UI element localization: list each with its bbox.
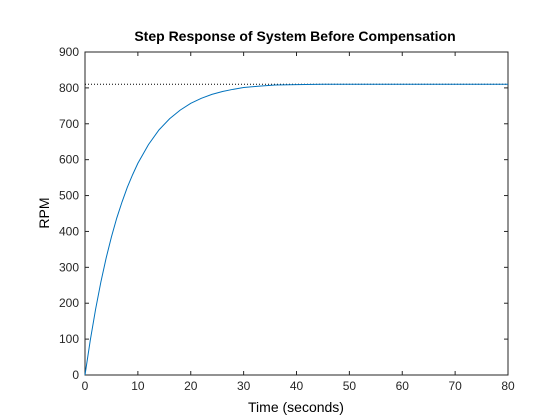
y-tick-label: 800	[59, 81, 79, 95]
x-axis-label: Time (seconds)	[248, 399, 344, 415]
series-line-step-response	[84, 83, 508, 376]
y-tick-label: 700	[59, 117, 79, 131]
x-tick-label: 50	[343, 379, 357, 393]
x-tick-label: 60	[396, 379, 410, 393]
x-tick-label: 20	[184, 379, 198, 393]
x-axis: 0 10 20 30 40 50 60 70 80	[82, 52, 515, 393]
y-tick-label: 400	[59, 224, 79, 238]
y-tick-label: 0	[72, 368, 79, 382]
chart-title: Step Response of System Before Compensat…	[134, 28, 455, 44]
y-tick-label: 600	[59, 153, 79, 167]
y-axis-label: RPM	[36, 197, 52, 228]
y-tick-label: 300	[59, 260, 79, 274]
y-tick-label: 200	[59, 296, 79, 310]
x-tick-label: 70	[448, 379, 462, 393]
y-tick-label: 900	[59, 45, 79, 59]
y-tick-label: 100	[59, 332, 79, 346]
x-tick-label: 30	[237, 379, 251, 393]
x-tick-label: 0	[82, 379, 89, 393]
y-tick-label: 500	[59, 189, 79, 203]
x-tick-label: 10	[131, 379, 145, 393]
x-tick-label: 80	[501, 379, 515, 393]
x-tick-label: 40	[290, 379, 304, 393]
y-axis: 0 100 200 300 400 500 600 700 800 900	[59, 45, 508, 382]
plot-area	[84, 51, 509, 376]
